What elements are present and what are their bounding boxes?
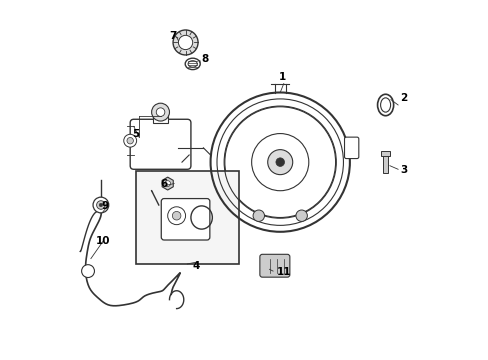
- Text: 2: 2: [399, 93, 407, 103]
- Circle shape: [151, 103, 169, 121]
- FancyBboxPatch shape: [130, 119, 190, 169]
- Circle shape: [156, 108, 164, 116]
- Bar: [382, 155, 387, 173]
- Circle shape: [173, 30, 198, 55]
- Circle shape: [178, 35, 192, 50]
- Circle shape: [224, 107, 335, 217]
- Circle shape: [267, 150, 292, 175]
- Circle shape: [253, 210, 264, 221]
- Text: 5: 5: [132, 129, 139, 139]
- Circle shape: [97, 201, 105, 209]
- Text: 9: 9: [102, 201, 108, 211]
- Circle shape: [172, 211, 181, 220]
- Text: 1: 1: [278, 72, 285, 82]
- Bar: [153, 112, 167, 123]
- Circle shape: [123, 134, 136, 147]
- Text: 4: 4: [192, 261, 200, 271]
- Circle shape: [127, 138, 133, 144]
- Polygon shape: [162, 177, 173, 190]
- Circle shape: [164, 181, 170, 186]
- FancyBboxPatch shape: [259, 254, 289, 277]
- Circle shape: [295, 210, 307, 221]
- FancyBboxPatch shape: [161, 199, 209, 240]
- Bar: [381, 151, 389, 156]
- Text: 6: 6: [160, 179, 167, 189]
- Circle shape: [275, 158, 284, 166]
- Circle shape: [93, 197, 108, 213]
- Text: 10: 10: [96, 236, 110, 246]
- Text: 7: 7: [169, 31, 177, 41]
- Circle shape: [99, 203, 102, 207]
- Bar: [135, 171, 239, 264]
- Text: 3: 3: [399, 165, 407, 175]
- Text: 11: 11: [276, 267, 290, 277]
- Circle shape: [81, 265, 94, 278]
- Text: 8: 8: [201, 54, 208, 64]
- FancyBboxPatch shape: [344, 137, 358, 158]
